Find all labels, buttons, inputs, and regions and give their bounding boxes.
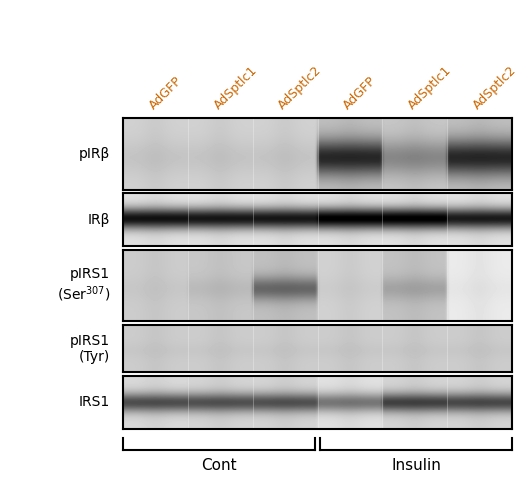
Text: Insulin: Insulin [391, 458, 441, 473]
Text: IRS1: IRS1 [79, 395, 110, 409]
Text: AdSptlc2: AdSptlc2 [276, 64, 324, 112]
Text: AdGFP: AdGFP [146, 74, 184, 112]
Text: AdSptlc1: AdSptlc1 [211, 64, 260, 112]
Text: pIRS1
(Ser$^{307}$): pIRS1 (Ser$^{307}$) [57, 267, 110, 304]
Text: AdSptlc2: AdSptlc2 [470, 64, 519, 112]
Text: AdSptlc1: AdSptlc1 [405, 64, 454, 112]
Text: pIRβ: pIRβ [79, 147, 110, 161]
Text: AdGFP: AdGFP [341, 74, 379, 112]
Text: Cont: Cont [202, 458, 237, 473]
Text: pIRS1
(Tyr): pIRS1 (Tyr) [70, 333, 110, 364]
Text: IRβ: IRβ [88, 213, 110, 227]
